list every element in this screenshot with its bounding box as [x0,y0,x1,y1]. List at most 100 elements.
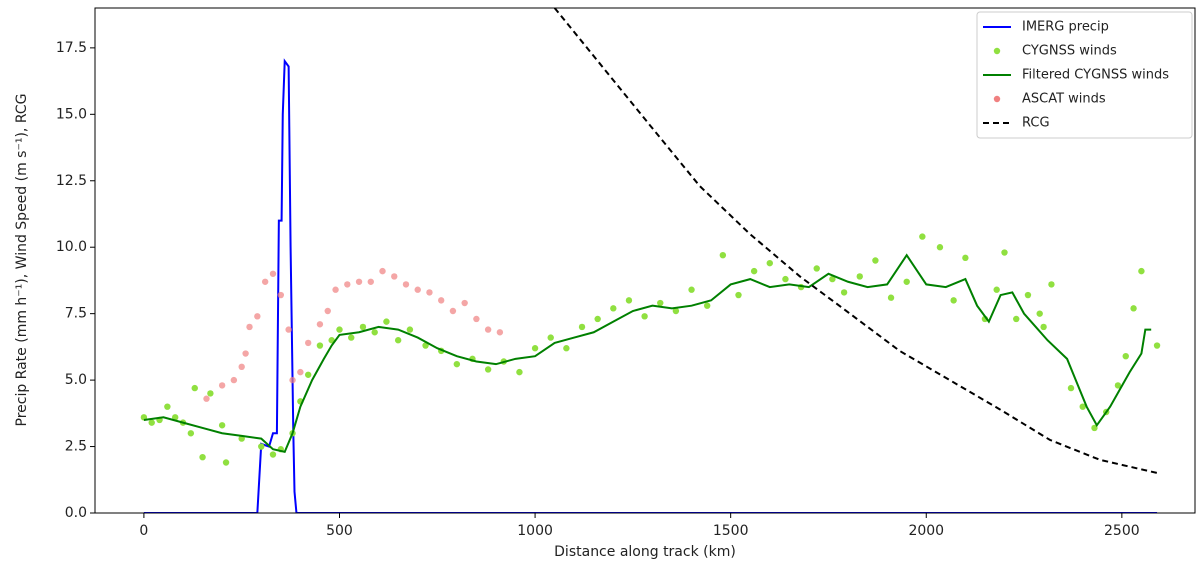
scatter-point [258,443,265,450]
scatter-point [371,329,378,336]
scatter-point [993,286,1000,293]
scatter-point [688,286,695,293]
scatter-point [473,315,480,323]
y-tick-label: 15.0 [56,106,87,122]
scatter-point [782,275,789,283]
x-tick-label: 0 [139,523,148,539]
axes-frame [94,7,1196,514]
scatter-point [414,286,421,293]
legend-marker [993,95,1001,103]
legend-label: ASCAT winds [1022,92,1106,107]
x-tick-label: 1500 [713,523,749,539]
y-tick-label: 5.0 [65,372,87,388]
scatter-point [269,270,277,277]
scatter-point [1013,315,1020,323]
scatter-point [813,265,820,272]
scatter-point [872,257,879,264]
x-tick-label: 2500 [1104,523,1140,539]
y-tick-label: 12.5 [56,173,87,189]
scatter-point [191,384,198,392]
scatter-point [199,453,206,461]
scatter-point [222,459,230,466]
scatter-point [394,337,402,344]
scatter-point [367,278,374,285]
scatter-point [672,307,680,315]
scatter-point [856,273,863,280]
scatter-point [1114,382,1122,389]
x-tick-label: 500 [326,523,353,539]
scatter-point [269,451,277,458]
scatter-point [719,251,727,259]
scatter-point [1122,352,1129,360]
scatter-point [203,395,210,402]
scatter-point [297,368,304,376]
scatter-point [703,302,711,309]
scatter-point [484,366,492,373]
scatter-point [355,278,363,285]
scatter-point [391,273,398,280]
legend-marker [993,47,1001,55]
scatter-point [261,278,269,285]
scatter-point [230,376,238,384]
x-tick-label: 1000 [517,523,553,539]
scatter-point [332,286,339,293]
y-tick-label: 10.0 [56,239,87,255]
scatter-point [1130,305,1137,312]
scatter-point [316,342,324,349]
scatter-point [1048,281,1055,288]
scatter-point [242,350,249,357]
y-tick-label: 7.5 [65,306,87,322]
scatter-point [406,326,414,333]
scatter-point [547,334,554,341]
scatter-point [625,297,633,304]
scatter-point [304,339,312,347]
scatter-point [1138,267,1145,275]
scatter-point [516,368,523,376]
scatter-point [379,267,386,275]
legend-box [976,11,1193,139]
scatter-point [437,297,445,304]
scatter-point [829,275,836,283]
scatter-point [336,326,343,333]
scatter-point [1040,323,1047,331]
y-tick-label: 17.5 [56,40,87,56]
scatter-point [348,334,355,341]
scatter-point [207,390,214,397]
scatter-point [254,313,261,320]
scatter-point [218,382,226,389]
scatter-point [304,371,312,378]
scatter-point [1036,310,1043,317]
scatter-point [344,281,351,288]
scatter-point [359,323,367,331]
scatter-point [950,297,957,304]
scatter-point [563,345,570,352]
scatter-point [903,278,910,285]
scatter-point [187,430,195,437]
line-series [143,253,1152,454]
scatter-point [887,294,895,301]
scatter-point [1091,424,1098,432]
scatter-point [531,345,539,352]
scatter-point [316,321,324,328]
x-axis-label: Distance along track (km) [554,544,736,560]
scatter-point [148,419,155,426]
scatter-point [936,244,944,251]
scatter-point [246,323,253,331]
scatter-point [164,403,171,410]
plot-area [140,8,1161,513]
scatter-point [238,363,245,371]
legend-label: CYGNSS winds [1022,44,1117,59]
scatter-point [461,299,468,307]
line-series [143,58,1158,513]
scatter-point [578,323,586,331]
y-tick-label: 2.5 [65,439,87,455]
scatter-point [657,299,664,307]
scatter-point [277,291,285,299]
x-tick-label: 2000 [908,523,944,539]
scatter-point [383,318,390,325]
scatter-point [1024,291,1032,299]
legend-label: Filtered CYGNSS winds [1022,68,1169,83]
scatter-point [610,305,617,312]
legend-label: IMERG precip [1022,20,1109,35]
